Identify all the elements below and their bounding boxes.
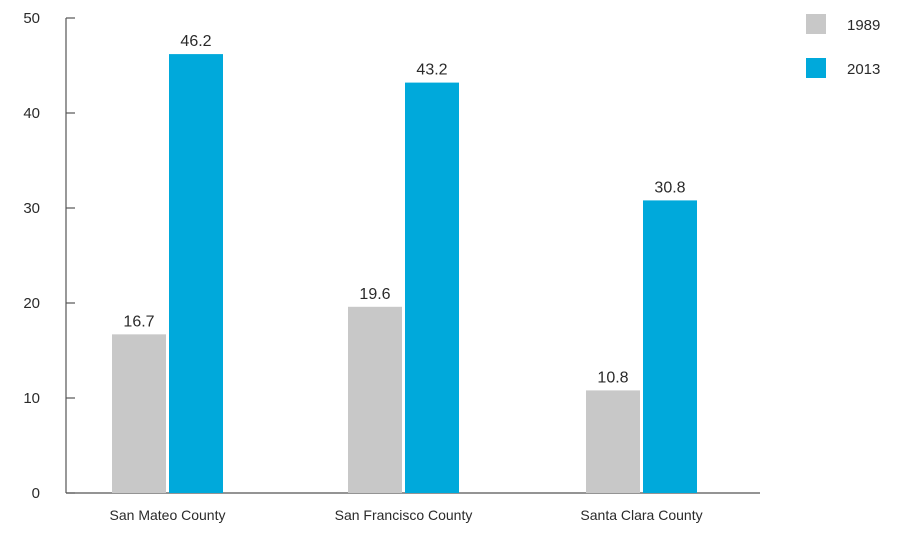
legend: 1989 2013 xyxy=(806,14,880,78)
data-label: 46.2 xyxy=(180,33,211,50)
bar-2013 xyxy=(169,54,223,493)
bar-2013 xyxy=(643,200,697,493)
x-category-label: San Francisco County xyxy=(335,507,473,523)
x-category-label: Santa Clara County xyxy=(580,507,702,523)
y-tick-label: 40 xyxy=(23,105,40,122)
bar-1989 xyxy=(586,390,640,493)
data-label: 43.2 xyxy=(416,62,447,79)
data-label: 10.8 xyxy=(597,369,628,386)
y-tick-label: 0 xyxy=(32,485,40,502)
y-tick-label: 30 xyxy=(23,200,40,217)
y-axis: 0 10 20 30 40 50 xyxy=(23,10,75,502)
data-label: 19.6 xyxy=(359,286,390,303)
y-tick-label: 50 xyxy=(23,10,40,27)
legend-label: 1989 xyxy=(847,17,880,34)
data-label: 16.7 xyxy=(123,313,154,330)
y-tick-label: 10 xyxy=(23,390,40,407)
y-tick-label: 20 xyxy=(23,295,40,312)
bar-1989 xyxy=(112,334,166,493)
legend-swatch-1989 xyxy=(806,14,826,34)
data-label: 30.8 xyxy=(654,179,685,196)
bars: 16.7 46.2 19.6 43.2 10.8 30.8 xyxy=(112,33,697,493)
legend-swatch-2013 xyxy=(806,58,826,78)
x-category-label: San Mateo County xyxy=(110,507,226,523)
legend-label: 2013 xyxy=(847,61,880,78)
bar-1989 xyxy=(348,306,402,493)
bar-2013 xyxy=(405,82,459,493)
x-axis: San Mateo County San Francisco County Sant… xyxy=(66,492,760,523)
